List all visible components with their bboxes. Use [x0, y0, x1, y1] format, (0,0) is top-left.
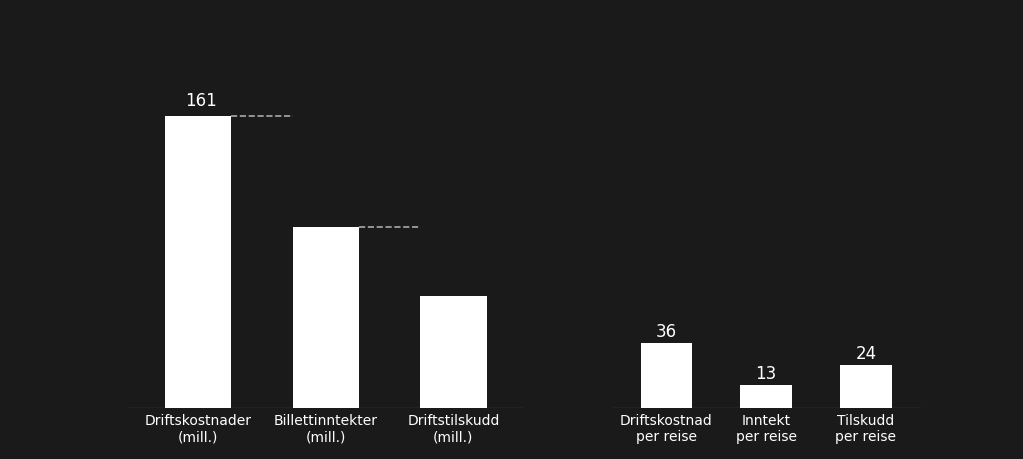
Bar: [293, 227, 359, 409]
Text: 161: 161: [185, 91, 217, 109]
Text: 13: 13: [756, 364, 776, 382]
Bar: [165, 117, 231, 409]
Text: 36: 36: [656, 323, 677, 341]
Bar: [840, 365, 892, 409]
Bar: [640, 343, 693, 409]
Bar: [420, 296, 487, 409]
Bar: [741, 385, 792, 409]
Text: 24: 24: [855, 344, 877, 362]
